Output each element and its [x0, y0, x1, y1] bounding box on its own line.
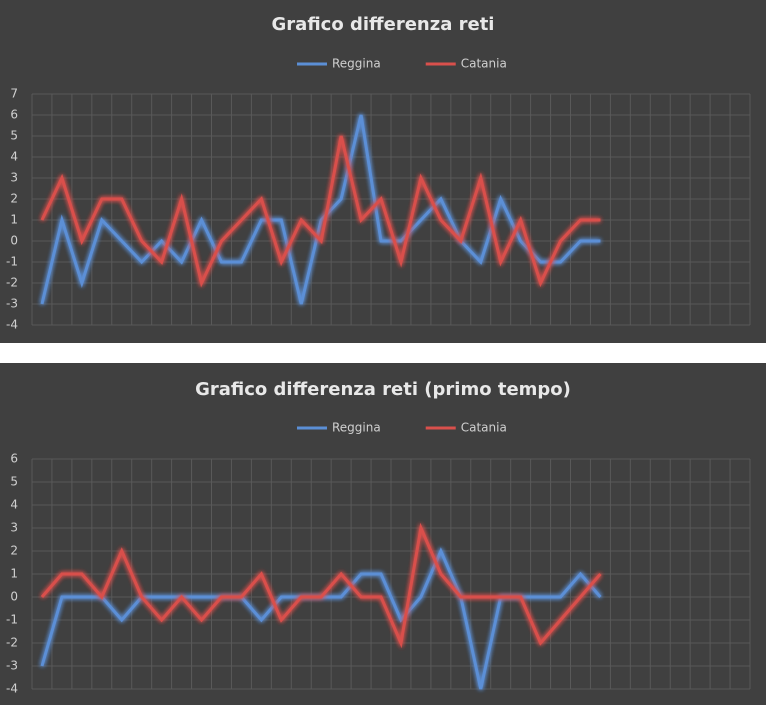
legend-label: Catania [461, 421, 507, 435]
chart: Grafico differenza reti (primo tempo) -4… [0, 363, 766, 705]
y-tick-label: -4 [6, 682, 18, 696]
y-tick-label: -1 [6, 613, 18, 627]
y-tick-label: 5 [10, 475, 18, 489]
y-tick-label: 7 [10, 87, 18, 101]
chart-background [0, 0, 766, 343]
y-tick-label: -3 [6, 297, 18, 311]
legend-label: Reggina [332, 421, 381, 435]
y-tick-label: 1 [10, 213, 18, 227]
y-tick-label: 3 [10, 521, 18, 535]
y-tick-label: 4 [10, 150, 18, 164]
legend-label: Catania [461, 57, 507, 71]
y-tick-label: 6 [10, 108, 18, 122]
y-tick-label: -3 [6, 659, 18, 673]
y-tick-label: -1 [6, 255, 18, 269]
y-tick-label: -2 [6, 636, 18, 650]
y-tick-label: 6 [10, 452, 18, 466]
y-tick-label: 1 [10, 567, 18, 581]
chart-title: Grafico differenza reti [272, 14, 495, 35]
y-tick-label: 2 [10, 544, 18, 558]
legend-label: Reggina [332, 57, 381, 71]
data-line [40, 114, 601, 305]
data-line [40, 522, 602, 649]
chart: Grafico differenza reti -4 -3 -2 -1 0 1 2 3 4 5 6 7… [0, 0, 766, 343]
y-tick-label: 0 [10, 234, 18, 248]
y-tick-label: -2 [6, 276, 18, 290]
y-tick-label: 2 [10, 192, 18, 206]
y-tick-label: -4 [6, 318, 18, 332]
data-line [40, 135, 601, 288]
y-tick-label: 0 [10, 590, 18, 604]
y-tick-label: 3 [10, 171, 18, 185]
chart-title: Grafico differenza reti (primo tempo) [195, 379, 571, 400]
chart-background [0, 363, 766, 705]
y-tick-label: 4 [10, 498, 18, 512]
y-tick-label: 5 [10, 129, 18, 143]
